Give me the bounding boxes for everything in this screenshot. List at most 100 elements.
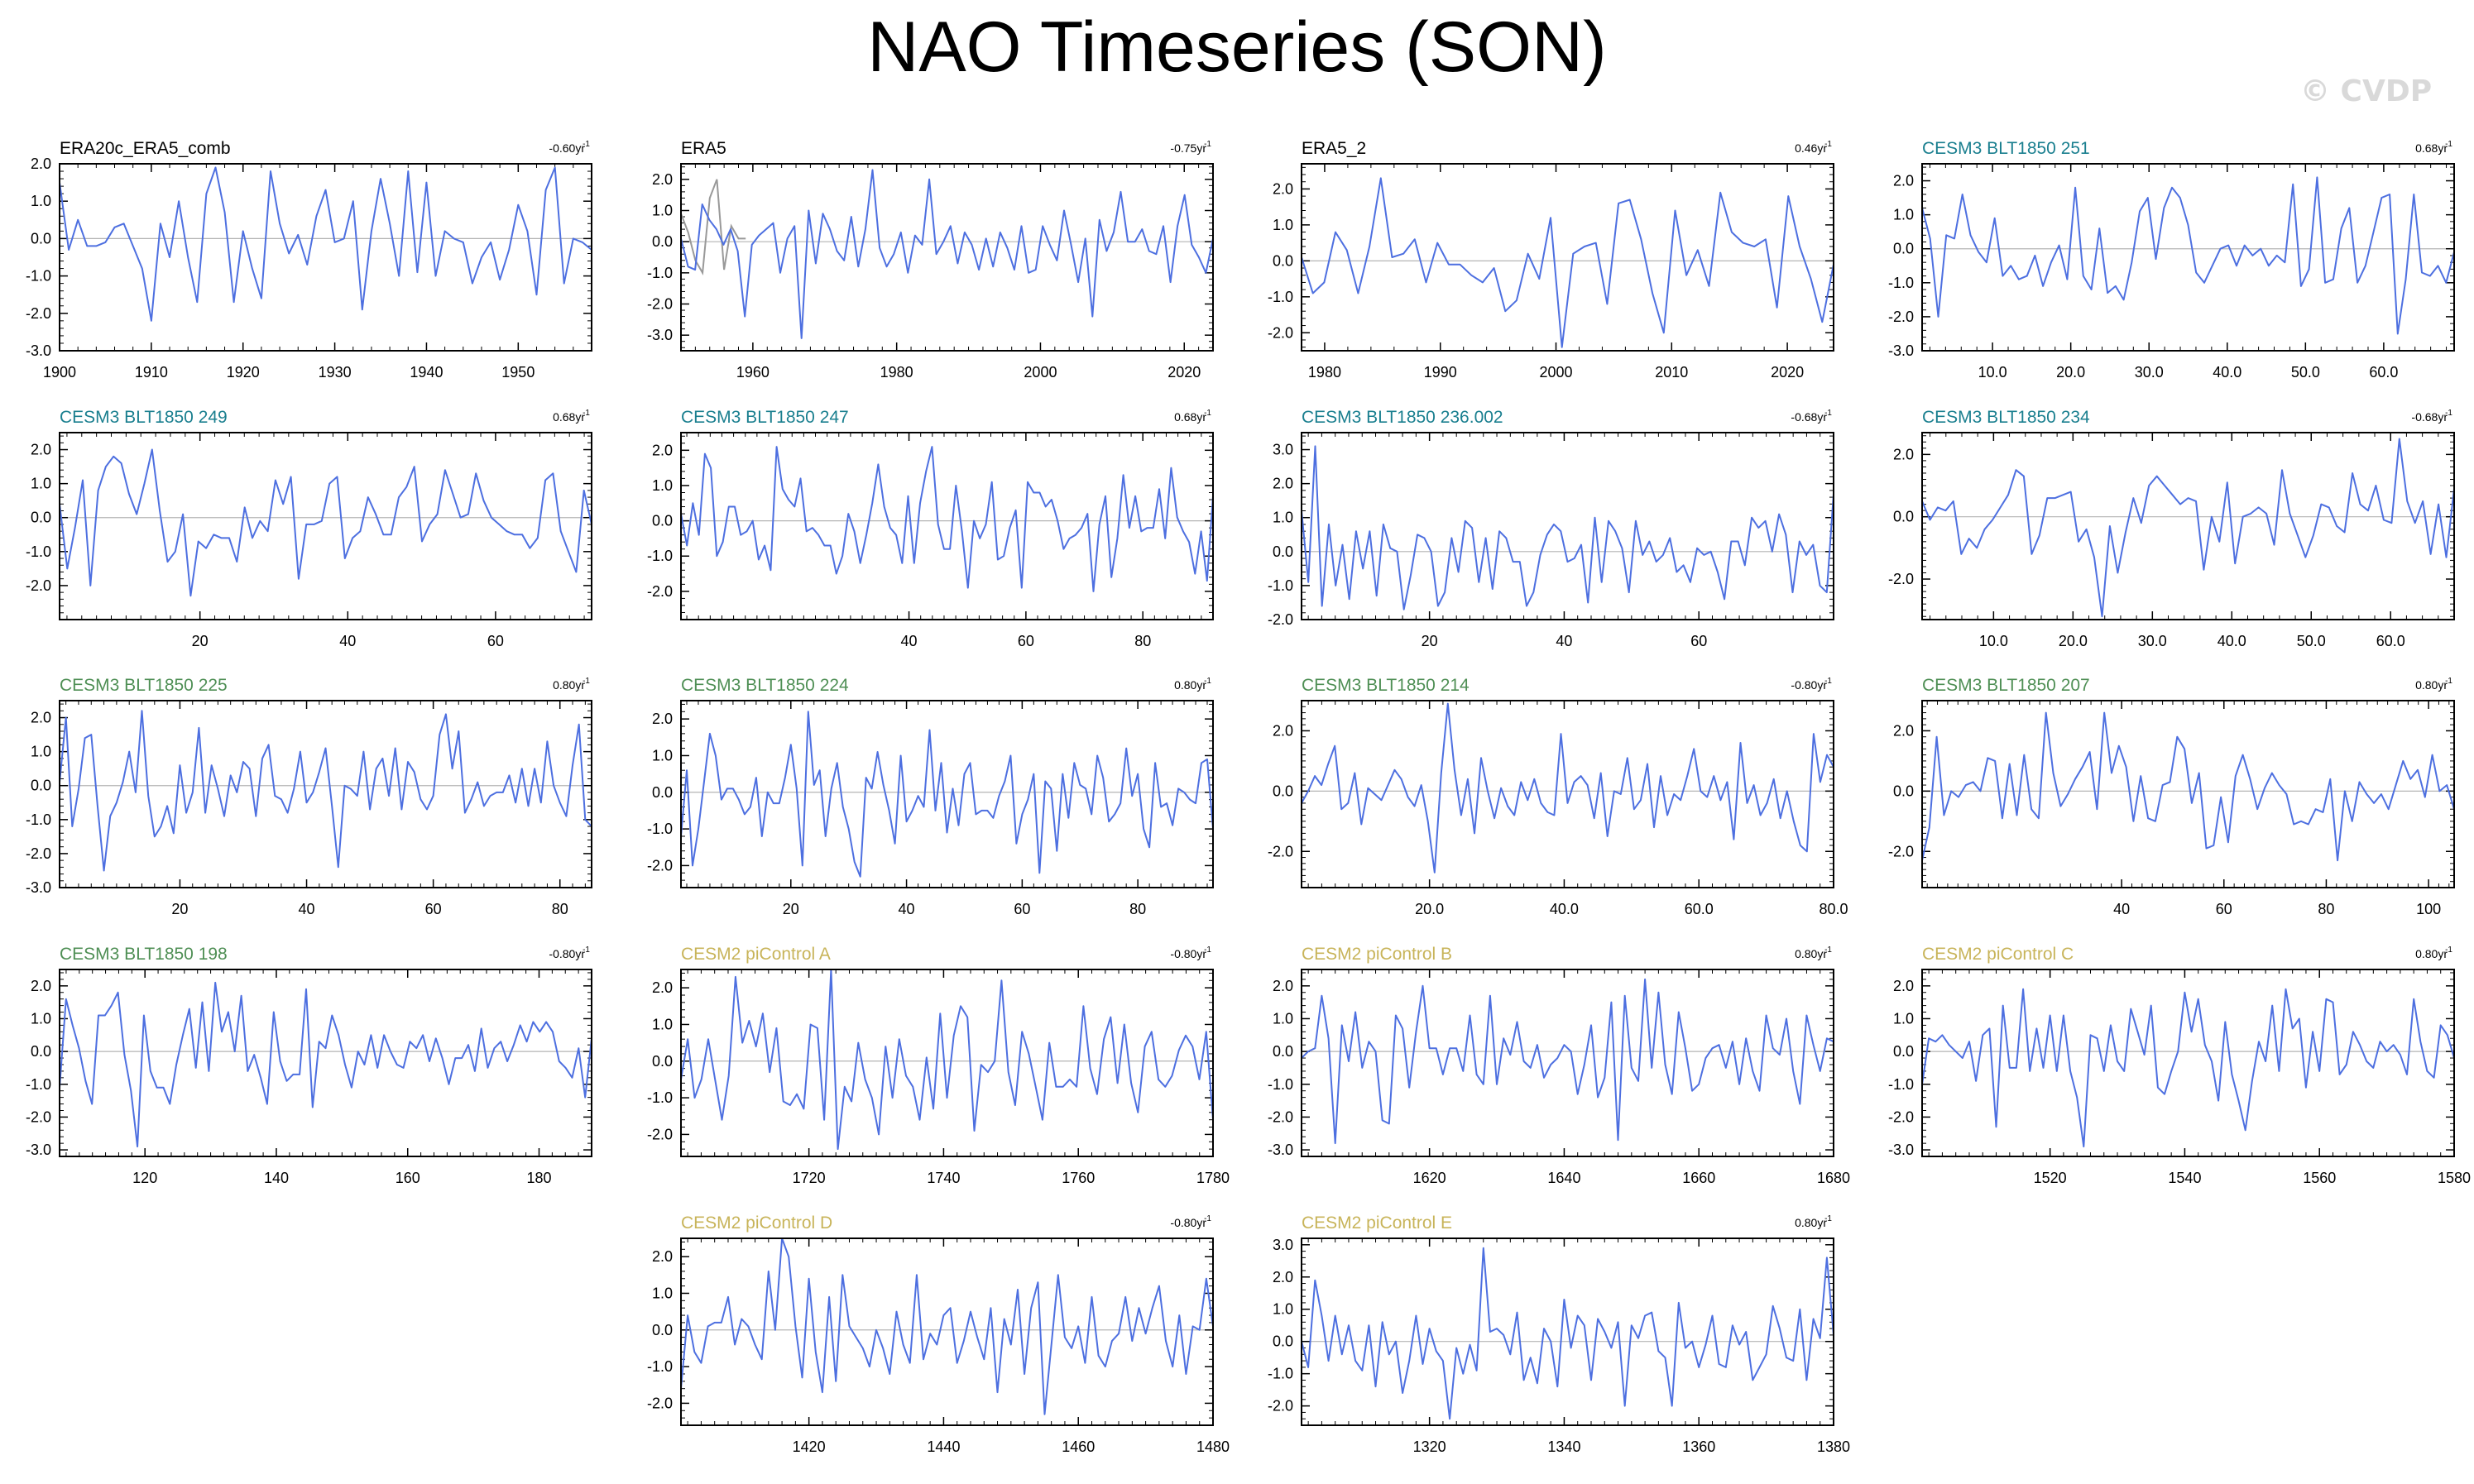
y-tick-label: 1.0 [652, 1285, 673, 1301]
panel-title: CESM3 BLT1850 234 [1922, 408, 2090, 427]
y-tick-label: 0.0 [31, 778, 51, 794]
trend-label: -0.60yr [549, 141, 585, 155]
y-tick-label: -1.0 [1268, 1076, 1293, 1093]
y-tick-label: 2.0 [31, 156, 51, 172]
chart-panel: CESM3 BLT1850 236.002 -0.68yr-1 -2.0 -1.0 0.… [1268, 408, 1834, 649]
x-tick-label: 1620 [1413, 1170, 1446, 1186]
x-tick-label: 60.0 [2369, 364, 2398, 381]
trend-label: 0.68yr [1174, 410, 1206, 424]
chart-panel: ERA20c_ERA5_comb -0.60yr-1 -3.0 -2.0 -1.0 0.0… [26, 139, 592, 381]
y-tick-label: -2.0 [1888, 1108, 1914, 1125]
y-tick-label: -2.0 [1888, 309, 1914, 325]
x-tick-label: 180 [526, 1170, 551, 1186]
nao-series-line [59, 166, 592, 322]
y-tick-label: 0.0 [1273, 252, 1293, 269]
x-tick-label: 20 [1422, 633, 1438, 649]
x-tick-label: 1760 [1062, 1170, 1095, 1186]
panel-title: CESM3 BLT1850 225 [60, 676, 228, 695]
cvdp-watermark: © CVDP [2300, 74, 2433, 108]
y-tick-label: -1.0 [1268, 577, 1293, 594]
x-tick-label: 60 [487, 633, 504, 649]
y-tick-label: 0.0 [31, 510, 51, 526]
plot-frame [1921, 163, 2455, 352]
page-title: NAO Timeseries (SON) [867, 7, 1607, 87]
y-tick-label: 2.0 [31, 710, 51, 726]
x-tick-label: 1360 [1682, 1439, 1715, 1455]
overlay-series-line [680, 179, 746, 275]
nao-series-line [1921, 711, 2455, 862]
trend-label: -0.80yr [1170, 1216, 1206, 1229]
chart-panel: ERA5_2 0.46yr-1 -2.0 -1.0 0.0 1.0 2.0 1980 1990 2… [1268, 139, 1834, 381]
x-tick-label: 1440 [927, 1439, 960, 1455]
chart-panel: ERA5 -0.75yr-1 -3.0 -2.0 -1.0 0.0 1.0 2.0 1960 19… [647, 139, 1214, 381]
y-tick-label: 1.0 [31, 1010, 51, 1027]
x-tick-label: 2000 [1024, 364, 1057, 381]
x-tick-label: 1950 [501, 364, 535, 381]
x-tick-label: 2020 [1771, 364, 1804, 381]
trend-exponent: -1 [583, 140, 590, 149]
panel-title: CESM3 BLT1850 207 [1922, 676, 2090, 695]
nao-series-line [1301, 978, 1834, 1145]
y-tick-label: -3.0 [26, 879, 51, 896]
trend-exponent: -1 [2445, 140, 2452, 149]
chart-panel: CESM3 BLT1850 247 0.68yr-1 -2.0 -1.0 0.0 1.0 2… [647, 408, 1214, 649]
y-tick-label: -2.0 [26, 305, 51, 322]
y-tick-label: 0.0 [652, 1053, 673, 1070]
trend-label: -0.75yr [1170, 141, 1206, 155]
y-tick-label: 2.0 [1893, 722, 1914, 739]
y-tick-label: 1.0 [1893, 207, 1914, 223]
x-tick-label: 140 [264, 1170, 289, 1186]
chart-panel: CESM3 BLT1850 214 -0.80yr-1 -2.0 0.0 2.0 20.0… [1268, 676, 1848, 917]
y-tick-label: -3.0 [1888, 1142, 1914, 1158]
x-tick-label: 1580 [2438, 1170, 2471, 1186]
chart-panel: CESM3 BLT1850 224 0.80yr-1 -2.0 -1.0 0.0 1.0 2… [647, 676, 1214, 917]
chart-panel: CESM2 piControl E 0.80yr-1 -2.0 -1.0 0.0 1.0 2… [1268, 1214, 1850, 1455]
x-tick-label: 1930 [319, 364, 352, 381]
trend-exponent: -1 [583, 945, 590, 955]
panel-title: ERA20c_ERA5_comb [60, 139, 231, 158]
trend-label: -0.80yr [1170, 947, 1206, 960]
trend-label: 0.80yr [1174, 678, 1206, 692]
x-tick-label: 20.0 [2056, 364, 2085, 381]
plot-frame [680, 432, 1214, 620]
chart-panel: CESM3 BLT1850 198 -0.80yr-1 -3.0 -2.0 -1.0 0.… [26, 945, 592, 1186]
y-tick-label: 1.0 [31, 744, 51, 760]
x-tick-label: 80.0 [1819, 901, 1848, 917]
trend-exponent: -1 [1824, 409, 1832, 418]
nao-series-line [680, 711, 1214, 878]
x-tick-label: 10.0 [1978, 364, 2007, 381]
chart-panel: CESM3 BLT1850 207 0.80yr-1 -2.0 0.0 2.0 40 60 8… [1888, 676, 2455, 917]
trend-exponent: -1 [1204, 677, 1211, 686]
y-tick-label: 0.0 [1893, 241, 1914, 257]
trend-label: -0.80yr [1791, 678, 1827, 692]
nao-series-line [59, 448, 592, 597]
y-tick-label: 1.0 [1273, 217, 1293, 233]
x-tick-label: 120 [132, 1170, 157, 1186]
x-tick-label: 40 [2113, 901, 2130, 917]
x-tick-label: 20 [171, 901, 188, 917]
y-tick-label: -2.0 [1268, 611, 1293, 628]
x-tick-label: 60 [2216, 901, 2232, 917]
y-tick-label: 2.0 [1273, 180, 1293, 197]
trend-exponent: -1 [583, 677, 590, 686]
x-tick-label: 1560 [2303, 1170, 2336, 1186]
x-tick-label: 1680 [1817, 1170, 1850, 1186]
x-tick-label: 50.0 [2297, 633, 2326, 649]
plot-frame [1301, 163, 1834, 352]
y-tick-label: -2.0 [647, 1126, 673, 1142]
x-tick-label: 40.0 [2217, 633, 2246, 649]
x-tick-label: 1960 [736, 364, 770, 381]
x-tick-label: 1540 [2168, 1170, 2201, 1186]
chart-panel: CESM2 piControl C 0.80yr-1 -3.0 -2.0 -1.0 0.0… [1888, 945, 2471, 1186]
plot-frame [1921, 969, 2455, 1157]
x-tick-label: 20 [783, 901, 799, 917]
trend-exponent: -1 [2445, 945, 2452, 955]
trend-exponent: -1 [1204, 945, 1211, 955]
plot-frame [1301, 432, 1834, 620]
trend-label: -0.80yr [549, 947, 585, 960]
y-tick-label: -2.0 [26, 845, 51, 862]
x-tick-label: 80 [552, 901, 568, 917]
y-tick-label: 2.0 [1273, 978, 1293, 994]
trend-label: 0.46yr [1795, 141, 1827, 155]
y-tick-label: 1.0 [1273, 1301, 1293, 1318]
